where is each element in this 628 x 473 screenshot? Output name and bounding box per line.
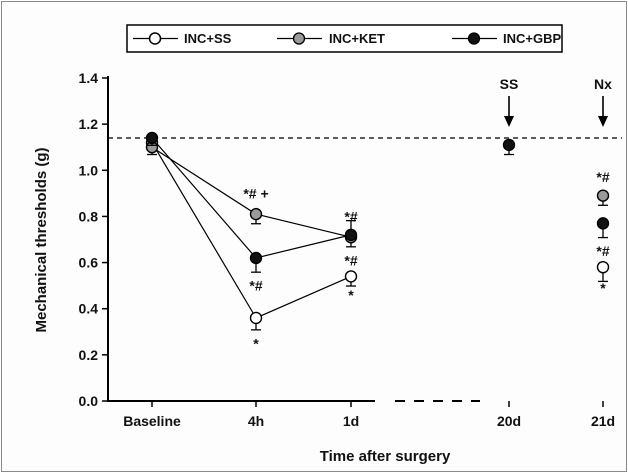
data-point bbox=[596, 217, 610, 230]
legend-label-3: INC+GBP bbox=[503, 31, 561, 46]
significance-label: * bbox=[253, 335, 259, 351]
x-tick-label: 1d bbox=[343, 413, 359, 429]
legend-marker-2 bbox=[292, 32, 306, 45]
y-tick-label: 1.2 bbox=[79, 116, 99, 132]
legend: INC+SS INC+KET INC+GBP bbox=[126, 24, 563, 53]
y-tick-label: 1.4 bbox=[79, 70, 99, 86]
plot-area: 0.0 0.2 0.4 0.6 0.8 1.0 1.2 1.4 Baseline 4h 1d 20d 2… bbox=[79, 70, 622, 429]
legend-item-1: INC+SS bbox=[133, 31, 232, 46]
significance-label: * bbox=[600, 280, 606, 296]
arrow-head bbox=[598, 116, 608, 127]
data-point bbox=[502, 138, 516, 152]
y-tick-label: 0.6 bbox=[79, 255, 99, 271]
y-axis-label: Mechanical thresholds (g) bbox=[33, 147, 50, 332]
x-tick-label: Baseline bbox=[123, 413, 181, 429]
legend-label-1: INC+SS bbox=[184, 31, 232, 46]
significance-label: *# bbox=[596, 243, 609, 259]
legend-label-2: INC+KET bbox=[329, 31, 385, 46]
significance-label: *# bbox=[249, 278, 262, 294]
legend-marker-3 bbox=[467, 32, 481, 45]
y-tick-label: 0.4 bbox=[79, 301, 99, 317]
arrow-label: SS bbox=[500, 76, 519, 92]
y-tick-label: 0.8 bbox=[79, 208, 99, 224]
x-axis-label: Time after surgery bbox=[320, 448, 451, 465]
data-point bbox=[344, 228, 358, 242]
data-point bbox=[249, 311, 263, 325]
x-tick-label: 20d bbox=[497, 413, 521, 429]
significance-label: *# bbox=[344, 208, 357, 224]
data-point bbox=[596, 189, 610, 202]
data-point bbox=[249, 251, 263, 265]
x-tick-label: 21d bbox=[591, 413, 615, 429]
significance-label: *# + bbox=[243, 185, 268, 201]
significance-label: * bbox=[348, 287, 354, 303]
arrow-label: Nx bbox=[594, 76, 612, 92]
data-point bbox=[344, 270, 358, 283]
significance-label: *# bbox=[344, 252, 357, 268]
data-point bbox=[596, 260, 610, 274]
y-tick-label: 0.2 bbox=[79, 347, 99, 363]
x-tick-label: 4h bbox=[248, 413, 264, 429]
y-tick-label: 1.0 bbox=[79, 162, 99, 178]
data-point bbox=[249, 207, 263, 221]
y-tick-label: 0.0 bbox=[79, 393, 99, 409]
legend-item-3: INC+GBP bbox=[452, 31, 561, 46]
significance-label: *# bbox=[596, 169, 609, 185]
arrow-head bbox=[504, 116, 514, 127]
legend-marker-1 bbox=[148, 32, 162, 45]
legend-item-2: INC+KET bbox=[277, 31, 385, 46]
data-point bbox=[145, 131, 159, 145]
